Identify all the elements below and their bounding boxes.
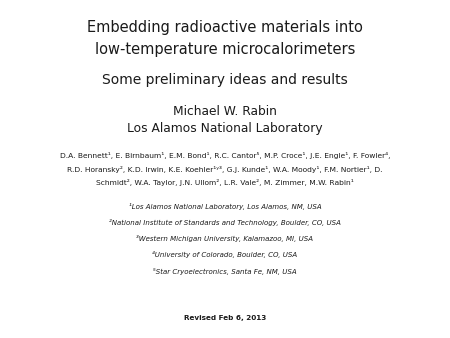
Text: ³Western Michigan University, Kalamazoo, MI, USA: ³Western Michigan University, Kalamazoo,… (136, 235, 314, 242)
Text: D.A. Bennett¹, E. Birnbaum¹, E.M. Bond¹, R.C. Cantor⁵, M.P. Croce¹, J.E. Engle¹,: D.A. Bennett¹, E. Birnbaum¹, E.M. Bond¹,… (60, 152, 390, 159)
Text: ⁵Star Cryoelectronics, Santa Fe, NM, USA: ⁵Star Cryoelectronics, Santa Fe, NM, USA (153, 268, 297, 275)
Text: ¹Los Alamos National Laboratory, Los Alamos, NM, USA: ¹Los Alamos National Laboratory, Los Ala… (129, 203, 321, 210)
Text: ²National Institute of Standards and Technology, Boulder, CO, USA: ²National Institute of Standards and Tec… (109, 219, 341, 226)
Text: Revised Feb 6, 2013: Revised Feb 6, 2013 (184, 315, 266, 321)
Text: ⁴University of Colorado, Boulder, CO, USA: ⁴University of Colorado, Boulder, CO, US… (153, 251, 297, 259)
Text: Embedding radioactive materials into: Embedding radioactive materials into (87, 20, 363, 35)
Text: R.D. Horansky², K.D. Irwin, K.E. Koehler¹ʸ³, G.J. Kunde¹, W.A. Moody¹, F.M. Nort: R.D. Horansky², K.D. Irwin, K.E. Koehler… (67, 166, 383, 173)
Text: low-temperature microcalorimeters: low-temperature microcalorimeters (95, 42, 355, 57)
Text: Some preliminary ideas and results: Some preliminary ideas and results (102, 73, 348, 87)
Text: Los Alamos National Laboratory: Los Alamos National Laboratory (127, 122, 323, 135)
Text: Schmidt², W.A. Taylor, J.N. Ullom², L.R. Vale², M. Zimmer, M.W. Rabin¹: Schmidt², W.A. Taylor, J.N. Ullom², L.R.… (96, 179, 354, 186)
Text: Michael W. Rabin: Michael W. Rabin (173, 105, 277, 118)
